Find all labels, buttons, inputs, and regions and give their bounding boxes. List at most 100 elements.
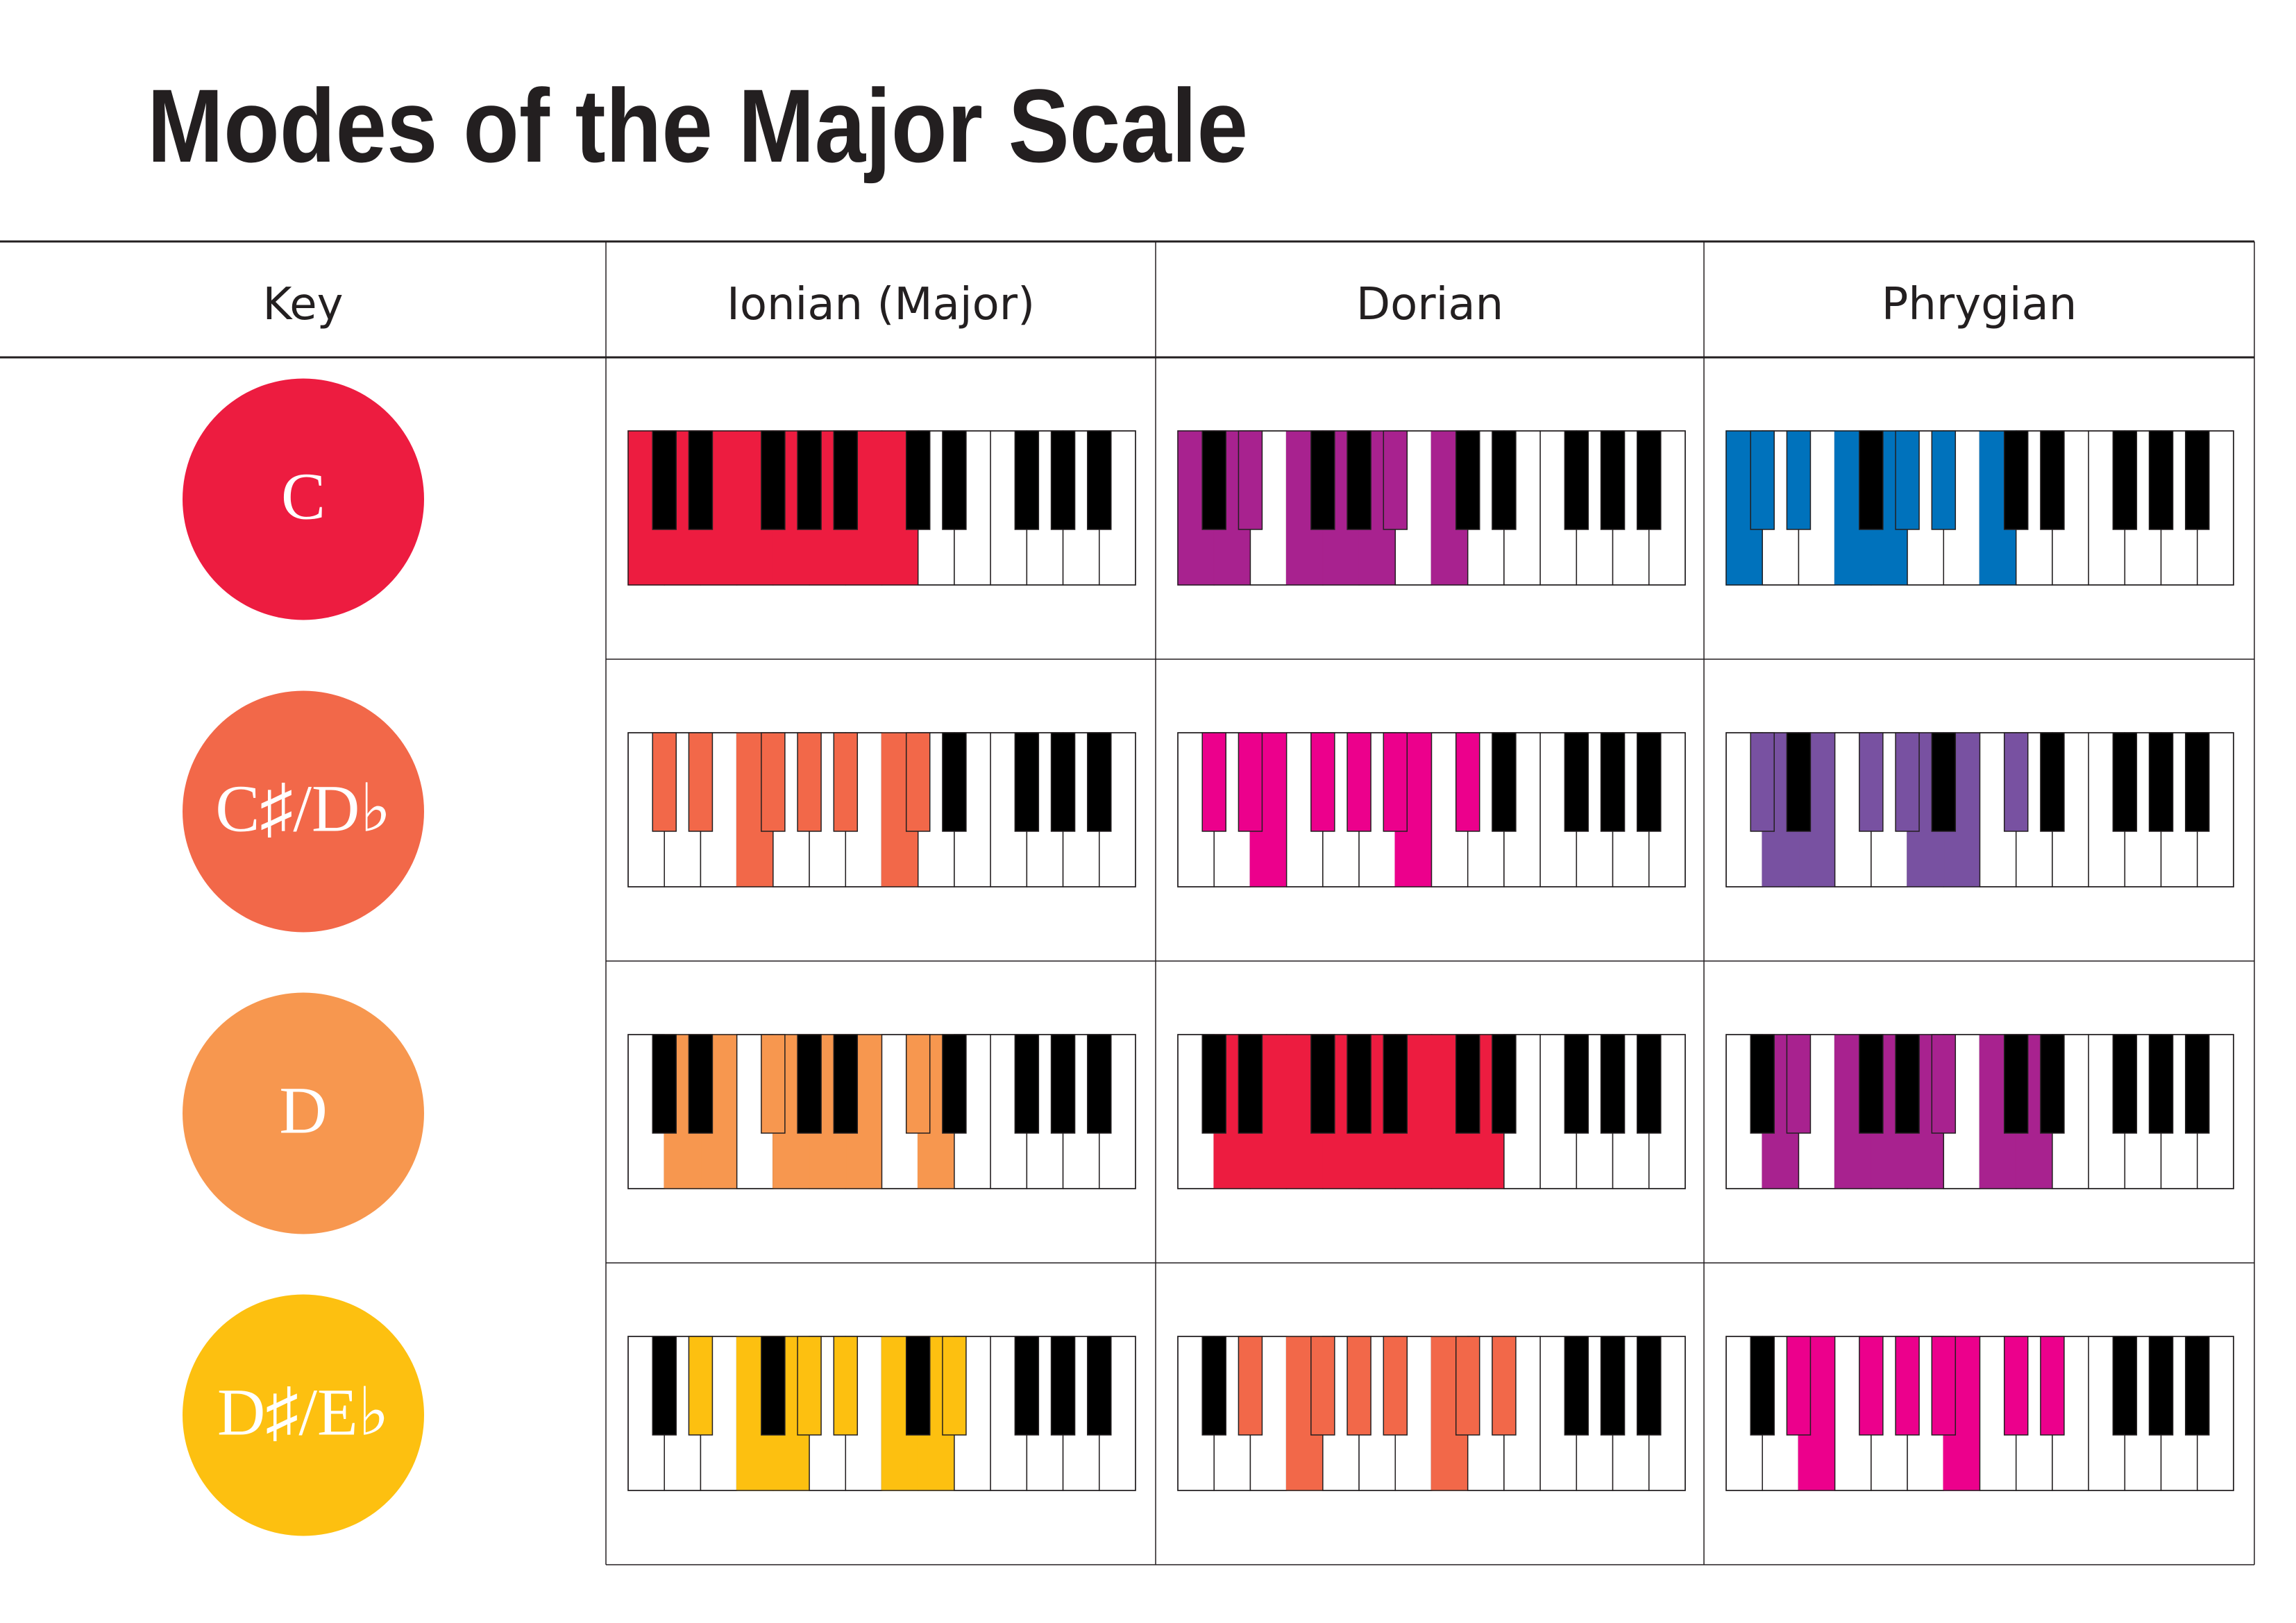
black-key [797, 1034, 822, 1134]
black-key [1087, 430, 1112, 530]
black-key [1637, 430, 1662, 530]
black-key [1014, 430, 1040, 530]
black-key [1455, 1034, 1480, 1134]
black-key [1564, 732, 1589, 832]
black-key [1637, 1336, 1662, 1436]
black-key [652, 430, 677, 530]
key-row: D♯/E♭ [183, 1294, 2234, 1536]
keyboard-outline [1177, 430, 1686, 586]
key-circle [183, 378, 424, 620]
black-key [1786, 1034, 1812, 1134]
keyboard [1725, 1034, 2234, 1189]
black-key [797, 732, 822, 832]
keyboard [1177, 732, 1686, 887]
black-key [1383, 732, 1408, 832]
black-key [1238, 1034, 1263, 1134]
keyboard [1725, 1336, 2234, 1491]
key-circle [183, 690, 424, 933]
black-key [1492, 732, 1517, 832]
black-key [1564, 1034, 1589, 1134]
black-key [1859, 732, 1884, 832]
black-key [2148, 1336, 2174, 1436]
black-key [2148, 732, 2174, 832]
key-circle [183, 1294, 424, 1536]
black-key [1637, 1034, 1662, 1134]
black-key [1895, 1034, 1920, 1134]
black-key [797, 1336, 822, 1436]
column-header: Key [262, 279, 343, 330]
keyboard-outline [1725, 732, 2234, 887]
black-key [1201, 1034, 1226, 1134]
black-key [833, 430, 859, 530]
key-label: D♯/E♭ [217, 1375, 389, 1450]
black-key [1786, 1336, 1812, 1436]
black-key [1931, 732, 1957, 832]
black-key [1347, 1034, 1371, 1134]
black-key [1238, 732, 1263, 832]
black-key [1931, 430, 1957, 530]
black-key [905, 732, 931, 832]
black-key [833, 732, 859, 832]
black-key [1750, 1336, 1775, 1436]
black-key [2040, 1034, 2065, 1134]
keyboard-outline [1725, 1034, 2234, 1189]
black-key [761, 430, 786, 530]
black-key [942, 1336, 967, 1436]
black-key [905, 1034, 931, 1134]
black-key [797, 430, 822, 530]
black-key [1455, 1336, 1480, 1436]
black-key [1564, 1336, 1589, 1436]
black-key [1238, 1336, 1263, 1436]
black-key [1786, 430, 1812, 530]
black-key [2040, 430, 2065, 530]
black-key [1492, 1336, 1517, 1436]
black-key [1492, 430, 1517, 530]
black-key [2112, 430, 2138, 530]
black-key [1786, 732, 1812, 832]
black-key [1931, 1336, 1957, 1436]
black-key [1931, 1034, 1957, 1134]
black-key [761, 1336, 786, 1436]
black-key [688, 732, 714, 832]
black-key [1600, 1034, 1626, 1134]
keyboard [1725, 732, 2234, 887]
black-key [1455, 732, 1480, 832]
black-key [1347, 430, 1371, 530]
black-key [833, 1336, 859, 1436]
black-key [1859, 1034, 1884, 1134]
keyboard [1725, 430, 2234, 586]
key-label: C [281, 459, 326, 534]
black-key [905, 1336, 931, 1436]
black-key [761, 1034, 786, 1134]
black-key [1750, 1034, 1775, 1134]
black-key [833, 1034, 859, 1134]
black-key [1383, 430, 1408, 530]
keyboard-outline [1177, 732, 1686, 887]
keyboard-outline [627, 1034, 1136, 1189]
black-key [652, 1034, 677, 1134]
key-label: C♯/D♭ [215, 772, 391, 846]
black-key [2003, 1034, 2029, 1134]
keyboard [1177, 430, 1686, 586]
keyboard-outline [1725, 1336, 2234, 1491]
black-key [761, 732, 786, 832]
black-key [1600, 430, 1626, 530]
black-key [2148, 430, 2174, 530]
black-key [1347, 732, 1371, 832]
black-key [1750, 732, 1775, 832]
black-key [2112, 1034, 2138, 1134]
column-header: Phrygian [1882, 279, 2077, 330]
black-key [1383, 1336, 1408, 1436]
column-header: Dorian [1356, 279, 1503, 330]
black-key [1600, 732, 1626, 832]
black-key [688, 430, 714, 530]
black-key [1087, 1034, 1112, 1134]
black-key [652, 1336, 677, 1436]
black-key [1238, 430, 1263, 530]
black-key [688, 1034, 714, 1134]
black-key [688, 1336, 714, 1436]
black-key [1750, 430, 1775, 530]
keyboard-outline [1177, 1336, 1686, 1491]
black-key [2148, 1034, 2174, 1134]
